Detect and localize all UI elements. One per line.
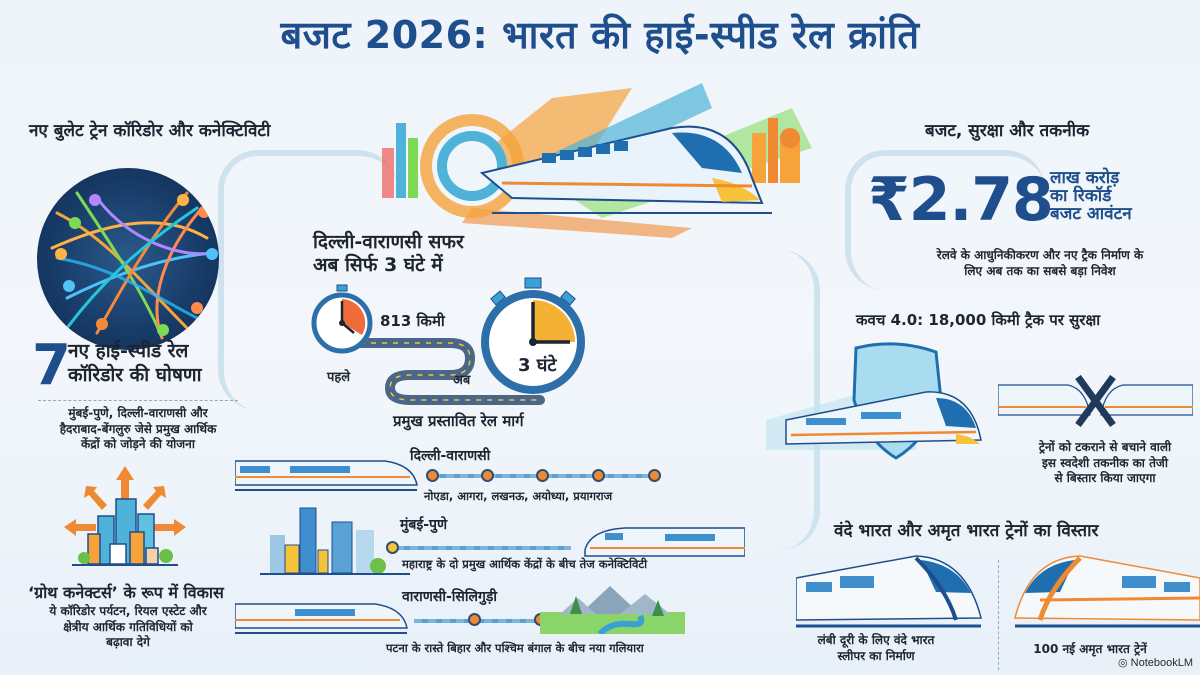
route-name-mumbai-pune: मुंबई-पुणे — [400, 517, 448, 533]
budget-amount: ₹2.78 — [868, 165, 1054, 235]
route-stop — [648, 469, 661, 482]
page-title: बजट 2026: भारत की हाई-स्पीड रेल क्रांति — [280, 13, 920, 57]
budget-unit: लाख करोड़ का रिकॉर्ड बजट आवंटन — [1050, 168, 1132, 224]
route-stop — [481, 469, 494, 482]
connector-center — [700, 250, 820, 550]
growth-heading: ‘ग्रोथ कनेक्टर्स’ के रूप में विकास — [28, 583, 224, 602]
route-stop — [468, 613, 481, 626]
mountain-landscape-icon — [540, 586, 685, 634]
connector-left — [218, 150, 398, 410]
routes-heading: प्रमुख प्रस्तावित रेल मार्ग — [393, 412, 524, 430]
route-stop — [536, 469, 549, 482]
now-label: अब — [453, 373, 471, 388]
amrit-bharat-train-icon — [1014, 555, 1200, 628]
kavach-description: ट्रेनों को टकराने से बचाने वाली इस स्वदे… — [1038, 440, 1172, 486]
bullet-train-icon — [372, 78, 832, 238]
route-name-varanasi-siliguri: वाराणसी-सिलिगुड़ी — [402, 589, 497, 605]
collision-prevention-icon — [998, 375, 1193, 428]
route-track — [414, 619, 549, 623]
train-icon — [584, 527, 745, 557]
vande-bharat-caption: लंबी दूरी के लिए वंदे भारत स्लीपर का निर… — [817, 633, 935, 663]
distance-label: 813 किमी — [380, 312, 445, 330]
train-icon — [235, 603, 408, 634]
travel-heading: दिल्ली-वाराणसी सफर अब सिर्फ 3 घंटे में — [313, 231, 464, 276]
corridor-description: मुंबई-पुणे, दिल्ली-वाराणसी और हैदराबाद-ब… — [59, 406, 217, 452]
divider — [998, 560, 999, 670]
route-desc: महाराष्ट्र के दो प्रमुख आर्थिक केंद्रों … — [402, 557, 648, 571]
budget-description: रेलवे के आधुनिकीकरण और नए ट्रैक निर्माण … — [936, 248, 1144, 278]
corridor-count: 7 — [32, 333, 71, 398]
growth-description: ये कॉरिडोर पर्यटन, रियल एस्टेट और क्षेत्… — [49, 604, 207, 650]
route-stop — [592, 469, 605, 482]
city-skyline-icon — [260, 507, 410, 575]
train-icon — [235, 460, 418, 491]
route-desc: पटना के रास्ते बिहार और पश्चिम बंगाल के … — [386, 641, 644, 655]
divider — [38, 400, 238, 401]
stopwatch-before-icon — [311, 284, 373, 354]
route-stop — [386, 541, 399, 554]
rail-network-icon — [37, 168, 219, 350]
kavach-shield-train-icon — [766, 342, 982, 460]
connector-right — [845, 150, 1045, 290]
city-growth-icon — [58, 464, 192, 576]
right-section-title: बजट, सुरक्षा और तकनीक — [925, 121, 1090, 141]
notebooklm-logo-icon: ◎ — [1118, 657, 1131, 669]
vande-bharat-train-icon — [796, 555, 982, 628]
kavach-title: कवच 4.0: 18,000 किमी ट्रैक पर सुरक्षा — [856, 311, 1101, 329]
route-stop — [426, 469, 439, 482]
stopwatch-now-icon — [481, 277, 585, 394]
before-label: पहले — [327, 370, 351, 385]
brand-watermark: ◎ NotebookLM — [1118, 657, 1194, 669]
route-name-delhi-varanasi: दिल्ली-वाराणसी — [410, 448, 491, 464]
vande-bharat-title: वंदे भारत और अमृत भारत ट्रेनों का विस्ता… — [834, 521, 1099, 541]
now-time-label: 3 घंटे — [518, 355, 557, 376]
route-road-icon — [355, 338, 545, 405]
route-track — [396, 546, 571, 550]
left-section-title: नए बुलेट ट्रेन कॉरिडोर और कनेक्टिविटी — [29, 121, 271, 141]
route-desc: नोएडा, आगरा, लखनऊ, अयोध्या, प्रयागराज — [424, 489, 613, 503]
corridor-heading: नए हाई-स्पीड रेल कॉरिडोर की घोषणा — [68, 340, 202, 386]
amrit-bharat-caption: 100 नई अमृत भारत ट्रेनें — [1033, 642, 1147, 656]
